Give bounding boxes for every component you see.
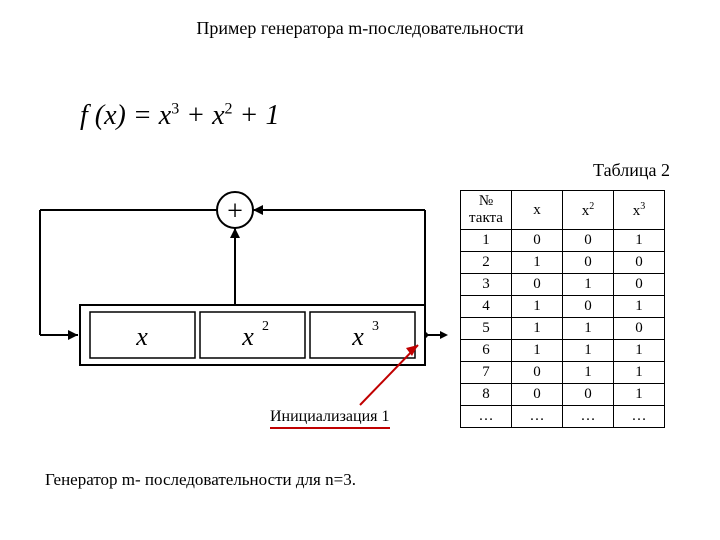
table-cell: 6 [461, 340, 512, 362]
table-cell: 1 [563, 362, 614, 384]
table-cell: … [512, 406, 563, 428]
table-row: 7011 [461, 362, 665, 384]
table-cell: 1 [512, 318, 563, 340]
init-label: Инициализация 1 [270, 408, 390, 429]
table-cell: 1 [614, 340, 665, 362]
state-table: №такта x x2 x3 1001210030104101511061117… [460, 190, 665, 428]
lfsr-diagram: + x x 2 x 3 [20, 180, 450, 445]
table-row: 6111 [461, 340, 665, 362]
reg-label-x2: x [241, 322, 254, 351]
table-cell: 0 [614, 318, 665, 340]
arrow-into-adder-bottom [230, 228, 240, 238]
col-header-x: x [512, 191, 563, 230]
table-cell: … [563, 406, 614, 428]
reg-label-x2-sup: 2 [262, 319, 269, 334]
adder-symbol: + [227, 196, 243, 227]
table-cell: 1 [614, 362, 665, 384]
table-cell: 0 [512, 384, 563, 406]
table-cell: 5 [461, 318, 512, 340]
reg-label-x3-sup: 3 [372, 319, 379, 334]
table-cell: 1 [512, 296, 563, 318]
table-cell: 1 [563, 318, 614, 340]
bottom-caption: Генератор m- последовательности для n=3. [45, 470, 356, 490]
table-cell: 1 [512, 252, 563, 274]
table-cell: 0 [512, 362, 563, 384]
table-cell: 0 [563, 252, 614, 274]
table-row: 8001 [461, 384, 665, 406]
table-cell: 3 [461, 274, 512, 296]
table-cell: 1 [461, 230, 512, 252]
table-row: 4101 [461, 296, 665, 318]
col-header-takt: №такта [461, 191, 512, 230]
reg-label-x3: x [351, 322, 364, 351]
reg-label-x: x [135, 322, 148, 351]
col-header-x3: x3 [614, 191, 665, 230]
table-cell: 1 [614, 384, 665, 406]
table-cell: 7 [461, 362, 512, 384]
table-row: 3010 [461, 274, 665, 296]
arrow-output [440, 331, 448, 339]
table-cell: … [461, 406, 512, 428]
table-cell: … [614, 406, 665, 428]
table-cell: 1 [614, 296, 665, 318]
arrow-into-x [68, 330, 78, 340]
table-cell: 0 [614, 274, 665, 296]
table-cell: 0 [614, 252, 665, 274]
col-header-x2: x2 [563, 191, 614, 230]
arrow-into-adder-right [253, 205, 263, 215]
table-cell: 2 [461, 252, 512, 274]
table-cell: 0 [563, 230, 614, 252]
table-row: ………… [461, 406, 665, 428]
table-cell: 0 [563, 384, 614, 406]
table-cell: 0 [512, 274, 563, 296]
table-row: 5110 [461, 318, 665, 340]
polynomial-formula: f (x) = x3 + x2 + 1 [80, 100, 279, 132]
table-cell: 1 [512, 340, 563, 362]
table-caption: Таблица 2 [593, 160, 670, 181]
table-row: 2100 [461, 252, 665, 274]
page-title: Пример генератора m-последовательности [0, 18, 720, 39]
table-header-row: №такта x x2 x3 [461, 191, 665, 230]
table-cell: 0 [563, 296, 614, 318]
table-cell: 1 [563, 274, 614, 296]
table-row: 1001 [461, 230, 665, 252]
table-cell: 4 [461, 296, 512, 318]
table-cell: 8 [461, 384, 512, 406]
table-cell: 0 [512, 230, 563, 252]
table-cell: 1 [563, 340, 614, 362]
table-cell: 1 [614, 230, 665, 252]
